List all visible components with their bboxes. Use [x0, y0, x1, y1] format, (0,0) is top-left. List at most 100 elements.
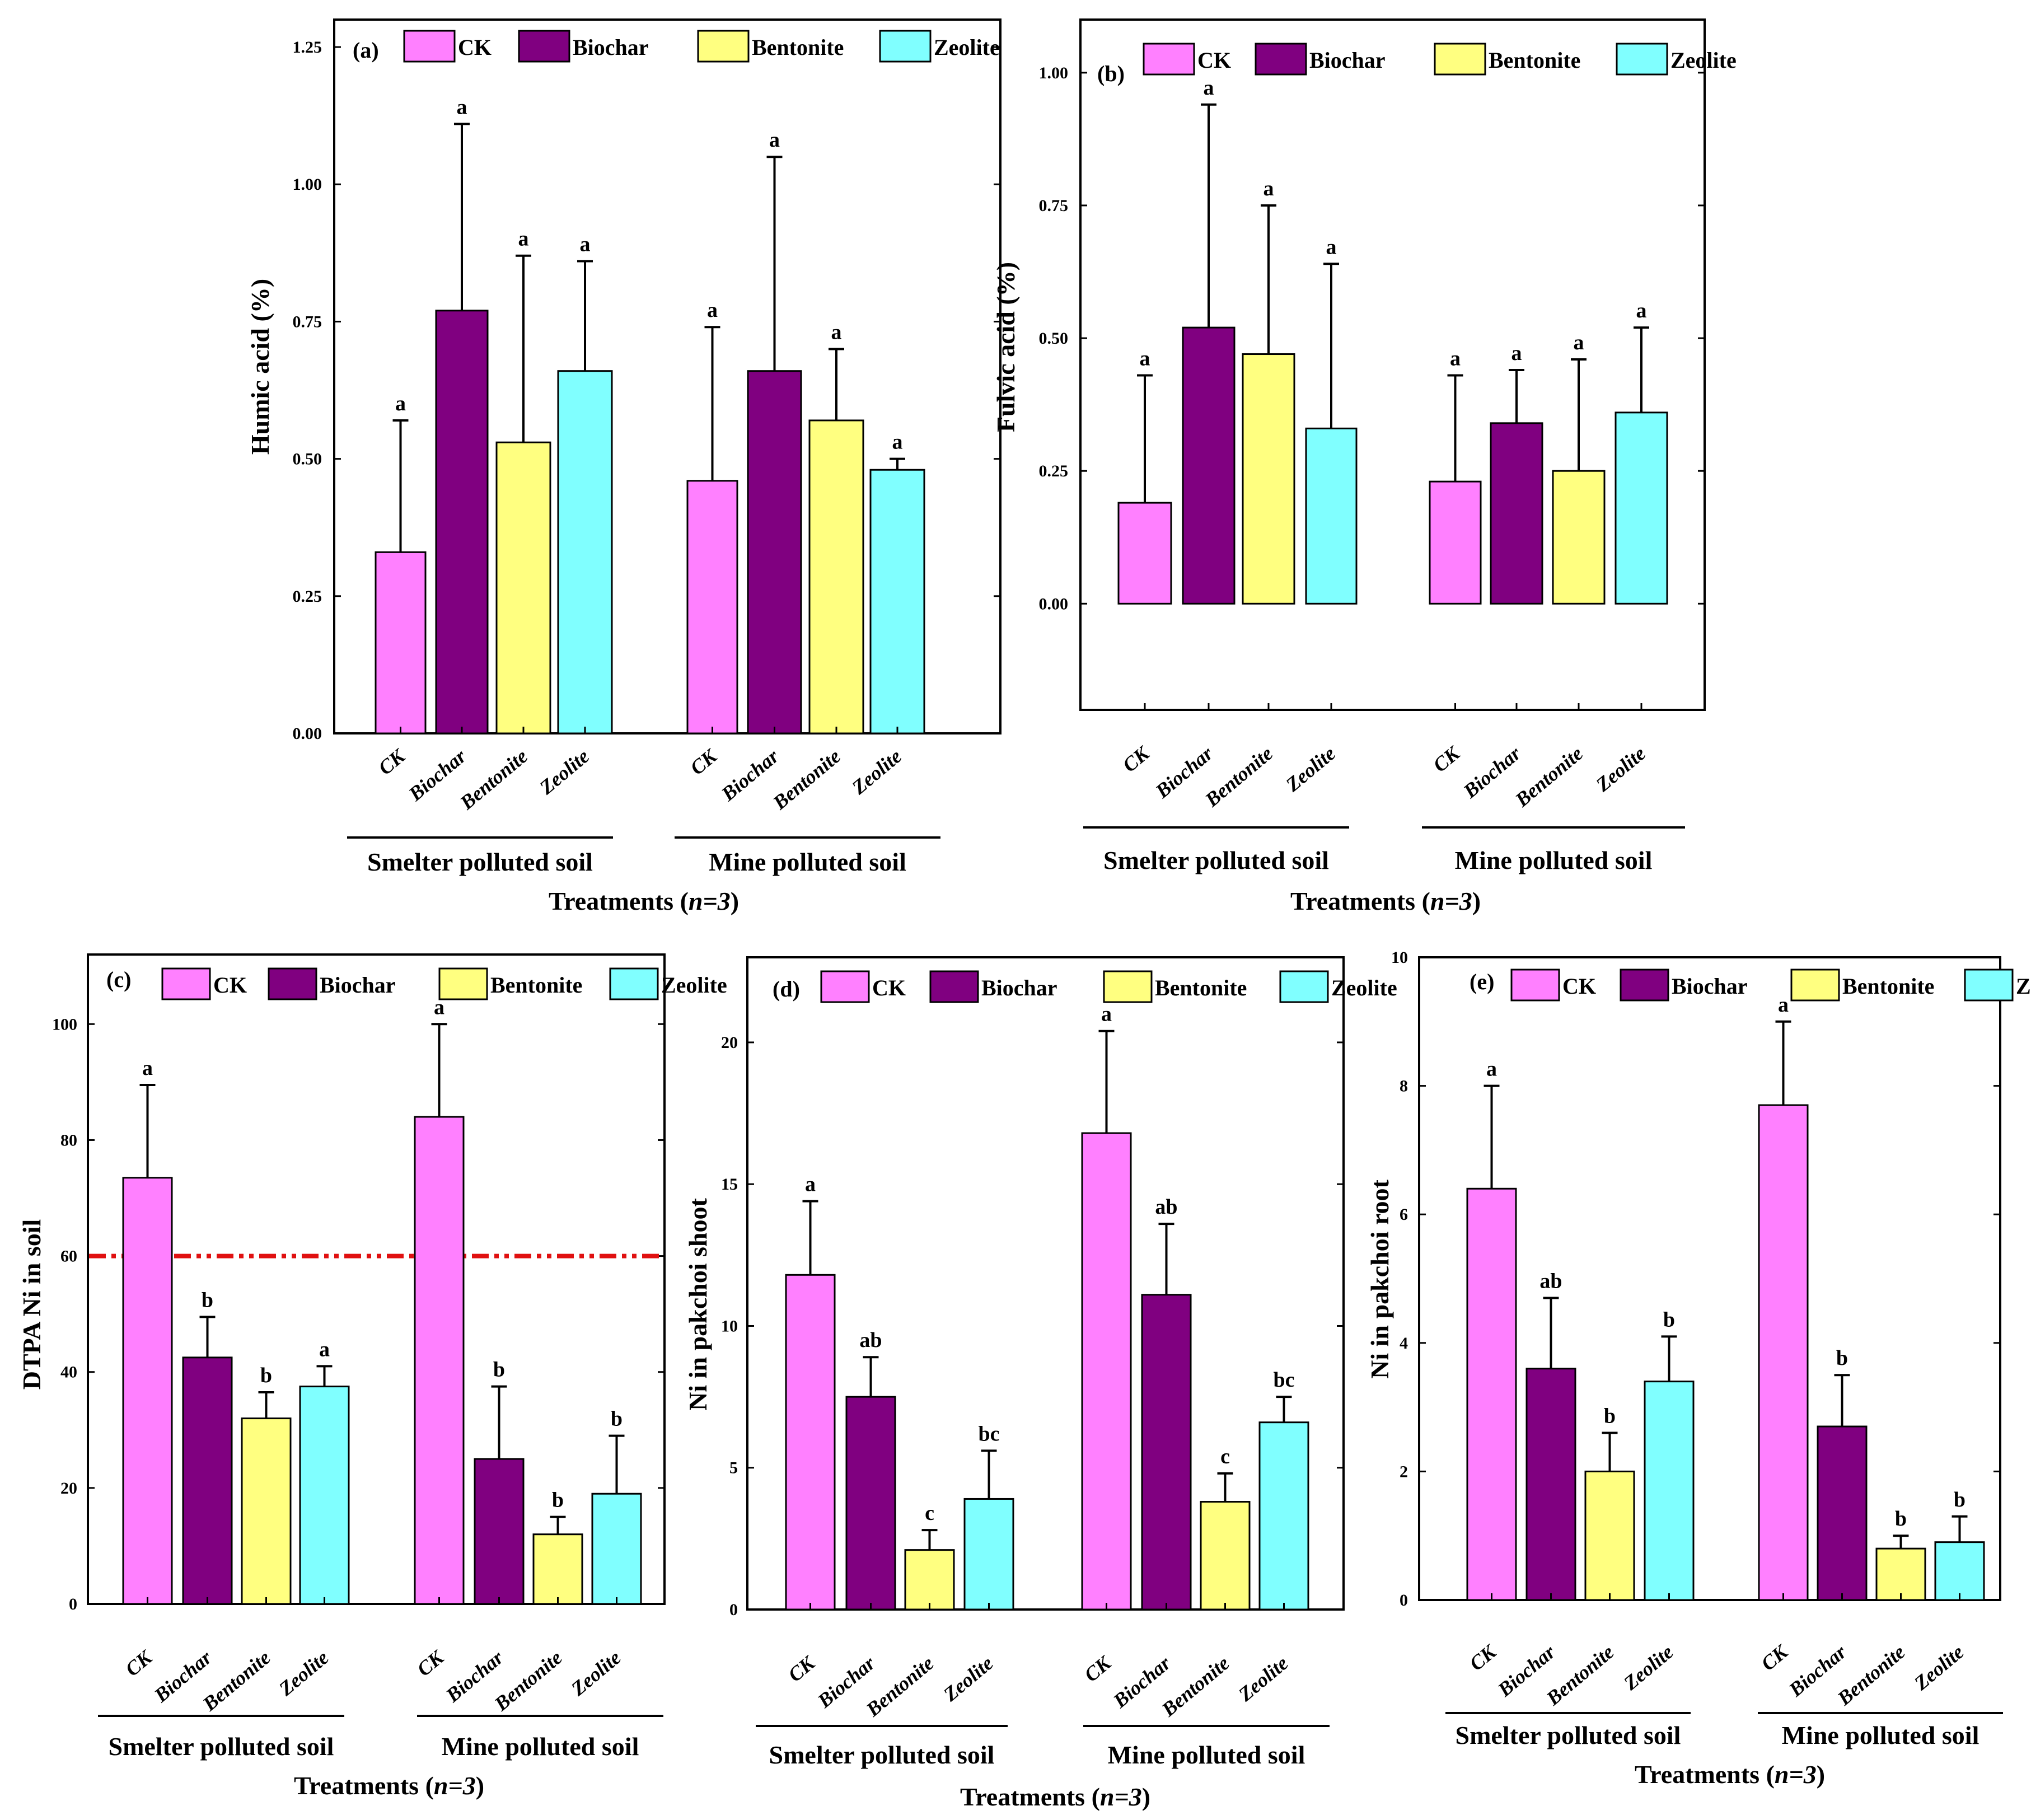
bar-bentonite-smelter [1584, 1470, 1635, 1601]
legend-label-ck: CK [213, 972, 247, 998]
significance-letter: b [1836, 1346, 1848, 1370]
bar-biochar-mine [1141, 1294, 1192, 1611]
plot-frame [87, 953, 666, 1605]
x-category-label: Bentonite [1510, 742, 1587, 811]
x-category-label: Zeolite [1619, 1640, 1678, 1695]
y-axis-label: Ni in pakchoi shoot [684, 1198, 712, 1411]
y-tick-label: 80 [60, 1131, 77, 1149]
legend-swatch-ck [403, 30, 456, 63]
significance-letter: a [805, 1173, 816, 1196]
y-tick-label: 40 [60, 1363, 77, 1382]
significance-letter: ab [1539, 1269, 1562, 1293]
x-category-label: Bentonite [455, 745, 532, 814]
bar-ck-mine [686, 480, 738, 734]
y-axis-label: DTPA Ni in soil [17, 1219, 46, 1390]
x-axis-label: Treatments (n=3) [1290, 887, 1481, 915]
legend-swatch-bentonite [1790, 969, 1840, 1002]
significance-letter: a [1778, 993, 1789, 1017]
x-category-label: CK [1757, 1640, 1793, 1675]
bar-zeolite-smelter [1644, 1381, 1695, 1601]
bar-ck-smelter [122, 1177, 173, 1605]
legend-label-biochar: Biochar [573, 35, 649, 60]
significance-letter: a [457, 95, 467, 119]
y-axis-label: Ni in pakchoi root [1365, 1179, 1394, 1378]
panel-label: (d) [773, 976, 800, 1002]
x-category-label: CK [1465, 1640, 1501, 1675]
significance-letter: a [518, 227, 529, 251]
group-label: Smelter polluted soil [1456, 1721, 1681, 1749]
significance-letter: a [769, 128, 780, 152]
bar-bentonite-smelter [495, 441, 551, 734]
y-axis-label: Humic acid (%) [246, 279, 274, 455]
group-label: Mine polluted soil [1108, 1741, 1305, 1769]
legend-label-biochar: Biochar [981, 975, 1057, 1000]
bar-bentonite-smelter [904, 1549, 955, 1611]
legend-swatch-ck [161, 967, 211, 1000]
significance-letter: b [1895, 1507, 1907, 1531]
bar-zeolite-mine [1614, 411, 1668, 605]
legend-swatch-ck [1510, 969, 1560, 1002]
legend-swatch-zeolite [1616, 43, 1668, 76]
bar-ck-smelter [785, 1274, 836, 1611]
bar-zeolite-smelter [557, 370, 613, 734]
bar-bentonite-mine [1552, 470, 1606, 605]
y-tick-label: 0 [1400, 1591, 1408, 1610]
significance-letter: a [1450, 347, 1461, 370]
y-tick-label: 60 [60, 1247, 77, 1266]
group-label: Mine polluted soil [442, 1732, 639, 1761]
significance-letter: b [611, 1407, 623, 1431]
y-tick-label: 0.75 [293, 312, 322, 331]
legend-swatch-ck [1143, 43, 1195, 76]
significance-letter: bc [979, 1422, 1000, 1445]
chart-panel-3: 0 20 40 60 80 100 DTPA Ni in soil a CK b Biochar b B… [17, 953, 727, 1800]
significance-letter: a [1101, 1003, 1112, 1026]
bar-bentonite-mine [532, 1533, 583, 1605]
bar-biochar-mine [1817, 1425, 1868, 1601]
legend-label-zeolite: Zeolite [1670, 48, 1737, 73]
significance-letter: a [319, 1337, 330, 1361]
y-tick-label: 0.00 [1039, 595, 1069, 613]
significance-letter: b [260, 1364, 272, 1387]
legend-label-bentonite: Bentonite [1155, 975, 1247, 1000]
panel-label: (a) [353, 38, 379, 63]
y-tick-label: 2 [1400, 1462, 1408, 1481]
x-category-label: Zeolite [848, 745, 906, 799]
legend-label-bentonite: Bentonite [1842, 974, 1934, 999]
y-tick-label: 15 [721, 1175, 738, 1194]
y-tick-label: 10 [1391, 948, 1408, 967]
chart-panel-2: 0.00 0.25 0.50 0.75 1.00 Fulvic acid (%) a CK a B… [991, 18, 1737, 915]
x-category-label: CK [1429, 741, 1465, 776]
significance-letter: bc [1274, 1368, 1295, 1392]
y-tick-label: 20 [721, 1033, 738, 1052]
bar-biochar-smelter [435, 310, 489, 734]
x-category-label: CK [413, 1645, 449, 1681]
legend-swatch-zeolite [1964, 969, 2014, 1002]
chart-panel-1: 0.00 0.25 0.50 0.75 1.00 1.25 Humic acid (%) a C… [246, 18, 1002, 915]
y-axis-label: Fulvic acid (%) [991, 262, 1020, 432]
bar-ck-mine [1758, 1104, 1809, 1601]
x-category-label: Zeolite [939, 1651, 998, 1706]
significance-letter: a [142, 1056, 153, 1080]
legend-label-zeolite: Zeolite [661, 972, 727, 998]
legend-label-ck: CK [458, 35, 492, 60]
group-label: Smelter polluted soil [109, 1732, 334, 1761]
legend-label-zeolite: Zeolite [934, 35, 1000, 60]
group-label: Smelter polluted soil [1103, 846, 1329, 874]
legend-swatch-zeolite [609, 967, 659, 1000]
bar-biochar-smelter [845, 1396, 896, 1611]
x-category-label: Zeolite [274, 1646, 333, 1700]
significance-letter: b [552, 1489, 564, 1512]
x-category-label: Zeolite [1910, 1640, 1968, 1695]
legend-swatch-ck [820, 970, 870, 1003]
x-category-label: CK [784, 1651, 820, 1686]
bar-bentonite-mine [1200, 1501, 1251, 1611]
significance-letter: c [1220, 1445, 1230, 1468]
bar-biochar-mine [747, 370, 802, 734]
bar-zeolite-mine [1258, 1421, 1309, 1611]
y-tick-label: 0 [729, 1601, 738, 1619]
legend-label-ck: CK [1197, 48, 1231, 73]
bar-bentonite-smelter [241, 1417, 292, 1605]
bar-biochar-mine [474, 1458, 525, 1605]
